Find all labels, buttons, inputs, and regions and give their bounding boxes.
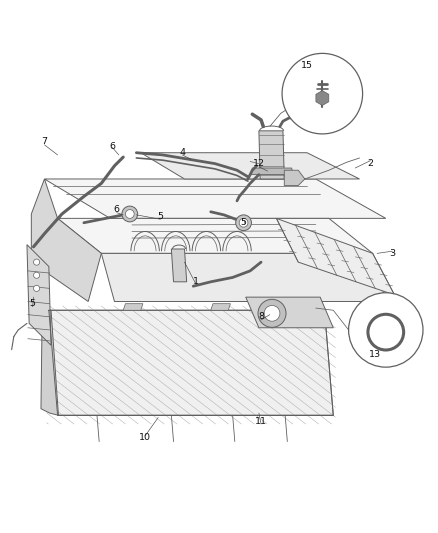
Polygon shape bbox=[258, 131, 284, 179]
Polygon shape bbox=[31, 179, 101, 302]
Text: 1: 1 bbox=[192, 277, 198, 286]
Polygon shape bbox=[276, 219, 394, 295]
Polygon shape bbox=[210, 304, 230, 310]
Polygon shape bbox=[27, 245, 51, 345]
Circle shape bbox=[282, 53, 362, 134]
Text: 5: 5 bbox=[240, 218, 246, 227]
Polygon shape bbox=[101, 253, 385, 302]
Circle shape bbox=[122, 206, 138, 222]
Polygon shape bbox=[141, 153, 359, 179]
Polygon shape bbox=[284, 170, 304, 185]
Polygon shape bbox=[57, 219, 372, 253]
Polygon shape bbox=[171, 249, 186, 282]
Polygon shape bbox=[123, 304, 143, 310]
Circle shape bbox=[33, 285, 39, 292]
Text: 15: 15 bbox=[300, 61, 312, 70]
Text: 12: 12 bbox=[252, 159, 264, 168]
Polygon shape bbox=[245, 297, 332, 328]
Circle shape bbox=[125, 209, 134, 219]
Polygon shape bbox=[41, 306, 58, 415]
Polygon shape bbox=[315, 91, 328, 106]
Text: 7: 7 bbox=[41, 138, 47, 146]
Circle shape bbox=[348, 293, 422, 367]
Circle shape bbox=[264, 305, 279, 321]
Text: 3: 3 bbox=[389, 249, 395, 258]
Circle shape bbox=[258, 300, 286, 327]
Text: 6: 6 bbox=[113, 205, 120, 214]
Text: 4: 4 bbox=[179, 148, 185, 157]
Text: 5: 5 bbox=[30, 299, 35, 308]
Text: 8: 8 bbox=[258, 312, 264, 321]
Circle shape bbox=[235, 215, 251, 231]
Text: 2: 2 bbox=[367, 159, 373, 168]
Polygon shape bbox=[49, 310, 332, 415]
Circle shape bbox=[239, 219, 247, 227]
Polygon shape bbox=[44, 179, 385, 219]
Text: 11: 11 bbox=[254, 417, 266, 426]
Polygon shape bbox=[251, 168, 292, 175]
Text: 13: 13 bbox=[368, 350, 380, 359]
Text: 6: 6 bbox=[109, 142, 115, 151]
Circle shape bbox=[33, 272, 39, 278]
Text: 5: 5 bbox=[157, 212, 163, 221]
Circle shape bbox=[367, 314, 403, 350]
Circle shape bbox=[33, 259, 39, 265]
Text: 10: 10 bbox=[139, 433, 151, 442]
